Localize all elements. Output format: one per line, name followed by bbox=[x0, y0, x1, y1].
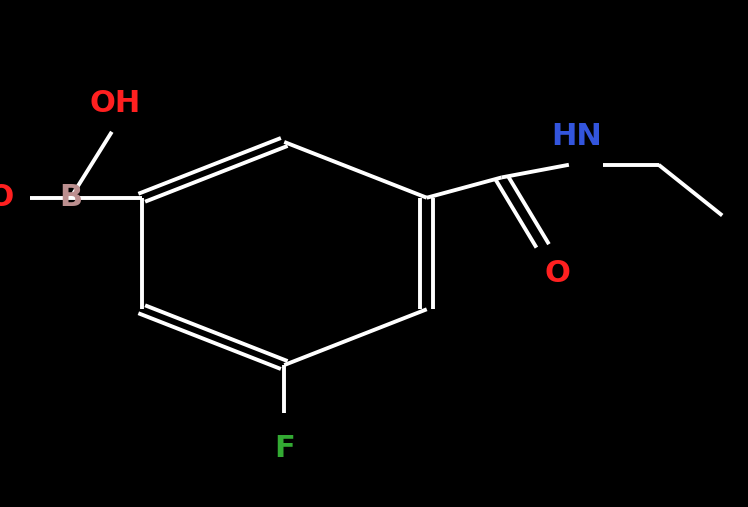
Text: HN: HN bbox=[551, 122, 601, 152]
Text: OH: OH bbox=[90, 89, 141, 119]
Text: HO: HO bbox=[0, 183, 14, 212]
Text: F: F bbox=[274, 434, 295, 463]
Text: B: B bbox=[59, 183, 82, 212]
Text: O: O bbox=[545, 259, 571, 288]
